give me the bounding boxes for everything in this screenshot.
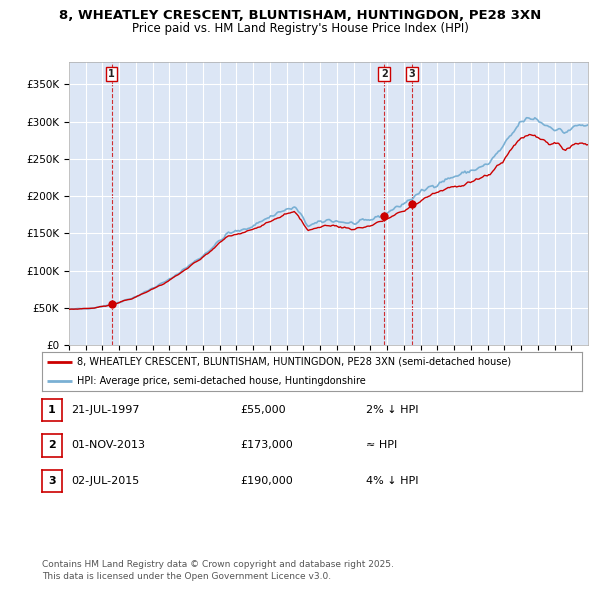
Text: £190,000: £190,000 bbox=[240, 476, 293, 486]
Text: 01-NOV-2013: 01-NOV-2013 bbox=[71, 441, 145, 450]
Text: Contains HM Land Registry data © Crown copyright and database right 2025.
This d: Contains HM Land Registry data © Crown c… bbox=[42, 560, 394, 581]
Text: 8, WHEATLEY CRESCENT, BLUNTISHAM, HUNTINGDON, PE28 3XN (semi-detached house): 8, WHEATLEY CRESCENT, BLUNTISHAM, HUNTIN… bbox=[77, 357, 511, 367]
Text: HPI: Average price, semi-detached house, Huntingdonshire: HPI: Average price, semi-detached house,… bbox=[77, 376, 366, 386]
Text: 02-JUL-2015: 02-JUL-2015 bbox=[71, 476, 139, 486]
Text: 3: 3 bbox=[48, 476, 56, 486]
Text: Price paid vs. HM Land Registry's House Price Index (HPI): Price paid vs. HM Land Registry's House … bbox=[131, 22, 469, 35]
Text: £173,000: £173,000 bbox=[240, 441, 293, 450]
Text: 2: 2 bbox=[48, 441, 56, 450]
Text: 8, WHEATLEY CRESCENT, BLUNTISHAM, HUNTINGDON, PE28 3XN: 8, WHEATLEY CRESCENT, BLUNTISHAM, HUNTIN… bbox=[59, 9, 541, 22]
Text: 21-JUL-1997: 21-JUL-1997 bbox=[71, 405, 139, 415]
Text: 3: 3 bbox=[409, 69, 416, 79]
Text: £55,000: £55,000 bbox=[240, 405, 286, 415]
Text: 4% ↓ HPI: 4% ↓ HPI bbox=[366, 476, 419, 486]
Text: 2: 2 bbox=[381, 69, 388, 79]
Text: 2% ↓ HPI: 2% ↓ HPI bbox=[366, 405, 419, 415]
Text: 1: 1 bbox=[48, 405, 56, 415]
Text: ≈ HPI: ≈ HPI bbox=[366, 441, 397, 450]
Text: 1: 1 bbox=[109, 69, 115, 79]
